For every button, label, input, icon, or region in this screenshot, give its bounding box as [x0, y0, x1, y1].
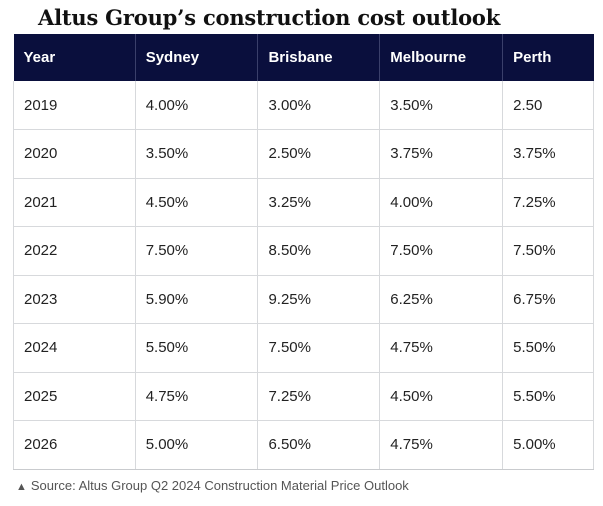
cell-melbourne: 4.75% — [379, 420, 504, 470]
cell-sydney: 7.50% — [135, 226, 259, 276]
cell-brisbane: 7.25% — [257, 372, 381, 421]
cell-year: 2021 — [13, 178, 136, 227]
table-header-row: Year Sydney Brisbane Melbourne Perth — [13, 34, 594, 81]
cell-brisbane: 2.50% — [257, 129, 381, 179]
cell-perth: 5.50% — [502, 323, 594, 373]
table-row: 2021 4.50% 3.25% 4.00% 7.25% — [13, 178, 594, 227]
header-perth: Perth — [502, 34, 594, 81]
cell-sydney: 5.00% — [135, 420, 259, 470]
cell-perth: 7.25% — [502, 178, 594, 227]
cell-sydney: 5.90% — [135, 275, 259, 324]
table-body: 2019 4.00% 3.00% 3.50% 2.50 2020 3.50% 2.50% 3.7… — [13, 81, 594, 470]
source-text: Source: Altus Group Q2 2024 Construction… — [30, 478, 409, 493]
cell-brisbane: 6.50% — [257, 420, 381, 470]
cell-year: 2024 — [13, 323, 136, 373]
cell-perth: 5.50% — [502, 372, 594, 421]
header-melbourne: Melbourne — [379, 34, 504, 81]
table-row: 2020 3.50% 2.50% 3.75% 3.75% — [13, 129, 594, 179]
cell-melbourne: 4.50% — [379, 372, 504, 421]
cell-melbourne: 6.25% — [379, 275, 504, 324]
triangle-up-icon: ▲ — [16, 481, 27, 493]
cell-perth: 6.75% — [502, 275, 594, 324]
cell-year: 2020 — [13, 129, 136, 179]
header-year: Year — [13, 34, 136, 81]
cell-sydney: 4.75% — [135, 372, 259, 421]
cell-brisbane: 9.25% — [257, 275, 381, 324]
cell-sydney: 4.00% — [135, 81, 259, 130]
cell-sydney: 4.50% — [135, 178, 259, 227]
cell-year: 2019 — [13, 81, 136, 130]
cell-year: 2025 — [13, 372, 136, 421]
table-row: 2026 5.00% 6.50% 4.75% 5.00% — [13, 420, 594, 470]
cell-year: 2023 — [13, 275, 136, 324]
cell-perth: 3.75% — [502, 129, 594, 179]
table-row: 2019 4.00% 3.00% 3.50% 2.50 — [13, 81, 594, 130]
cell-brisbane: 3.25% — [257, 178, 381, 227]
header-brisbane: Brisbane — [257, 34, 381, 81]
cell-melbourne: 7.50% — [379, 226, 504, 276]
cell-perth: 2.50 — [502, 81, 594, 130]
cost-outlook-table: Year Sydney Brisbane Melbourne Perth 201… — [13, 34, 594, 470]
page-title: Altus Group’s construction cost outlook — [38, 5, 501, 30]
cell-sydney: 5.50% — [135, 323, 259, 373]
cell-melbourne: 3.75% — [379, 129, 504, 179]
cell-sydney: 3.50% — [135, 129, 259, 179]
cell-perth: 5.00% — [502, 420, 594, 470]
cell-brisbane: 7.50% — [257, 323, 381, 373]
cell-brisbane: 8.50% — [257, 226, 381, 276]
table-row: 2023 5.90% 9.25% 6.25% 6.75% — [13, 275, 594, 324]
table-row: 2022 7.50% 8.50% 7.50% 7.50% — [13, 226, 594, 276]
header-sydney: Sydney — [135, 34, 259, 81]
source-note: ▲ Source: Altus Group Q2 2024 Constructio… — [16, 478, 409, 493]
cell-perth: 7.50% — [502, 226, 594, 276]
cell-year: 2022 — [13, 226, 136, 276]
cell-melbourne: 4.75% — [379, 323, 504, 373]
cell-year: 2026 — [13, 420, 136, 470]
table-row: 2025 4.75% 7.25% 4.50% 5.50% — [13, 372, 594, 421]
cell-melbourne: 3.50% — [379, 81, 504, 130]
cell-melbourne: 4.00% — [379, 178, 504, 227]
table-row: 2024 5.50% 7.50% 4.75% 5.50% — [13, 323, 594, 373]
cell-brisbane: 3.00% — [257, 81, 381, 130]
